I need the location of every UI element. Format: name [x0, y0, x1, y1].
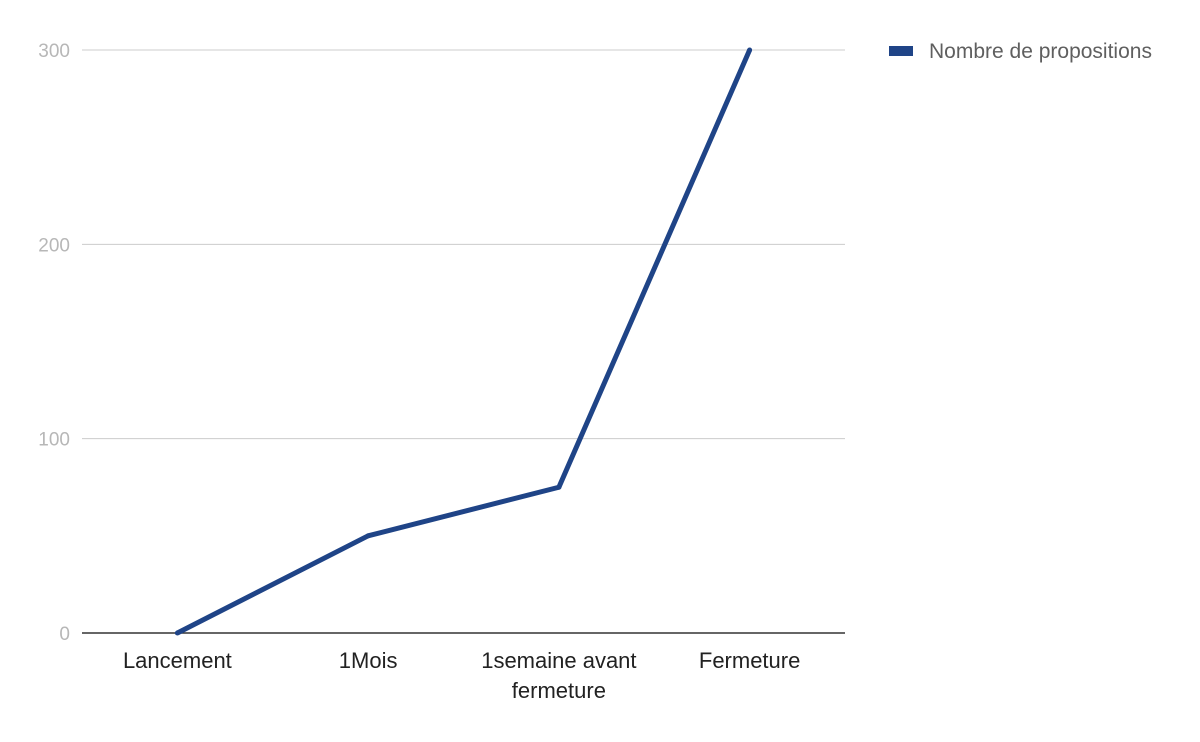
- grid-lines: [82, 49, 845, 634]
- y-tick-label: 200: [38, 235, 70, 256]
- data-point: [174, 630, 180, 636]
- x-tick-label-line: 1Mois: [339, 648, 398, 673]
- y-tick-label: 0: [59, 624, 70, 645]
- x-tick-label: Lancement: [123, 648, 232, 673]
- legend-label: Nombre de propositions: [929, 40, 1152, 63]
- data-point: [747, 47, 753, 53]
- series-layer: [174, 47, 753, 636]
- x-tick-label: Fermeture: [699, 648, 800, 673]
- x-tick-label: 1Mois: [339, 648, 398, 673]
- series-line: [176, 49, 752, 636]
- legend: Nombre de propositions: [889, 40, 1152, 63]
- data-point: [556, 484, 562, 490]
- x-tick-label-line: fermeture: [512, 678, 606, 703]
- y-axis-ticks: 0 100 200 300: [38, 41, 70, 645]
- x-tick-label: 1semaine avant fermeture: [481, 648, 636, 703]
- x-tick-label-line: Lancement: [123, 648, 232, 673]
- x-tick-label-line: Fermeture: [699, 648, 800, 673]
- y-tick-label: 300: [38, 41, 70, 62]
- legend-swatch: [889, 46, 913, 56]
- y-tick-label: 100: [38, 430, 70, 451]
- data-point: [365, 533, 371, 539]
- x-tick-label-line: 1semaine avant: [481, 648, 636, 673]
- x-axis-ticks: Lancement 1Mois 1semaine avant fermeture Fer…: [123, 648, 800, 703]
